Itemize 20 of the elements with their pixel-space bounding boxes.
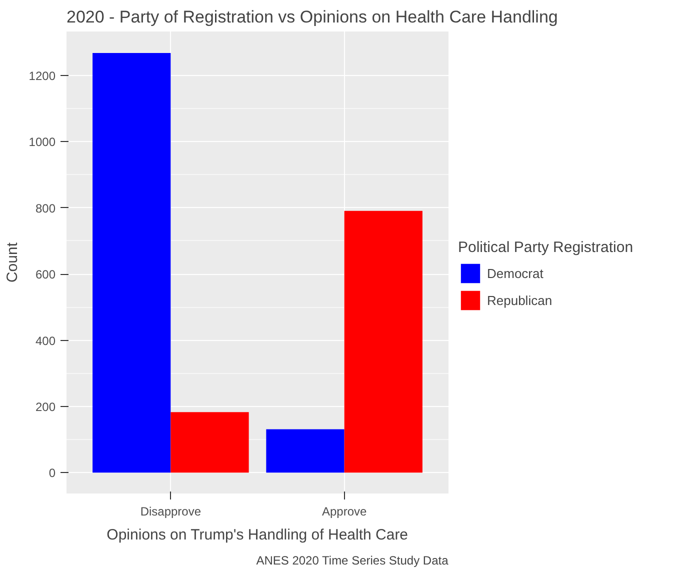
- y-axis-title: Count: [4, 242, 21, 283]
- y-tick-label: 0: [48, 466, 56, 480]
- bar: [344, 210, 422, 473]
- y-tick-label: 400: [35, 334, 56, 348]
- y-tick-label: 1000: [28, 135, 56, 150]
- x-axis-title: Opinions on Trump's Handling of Health Care: [106, 526, 408, 544]
- y-tick-label: 200: [35, 400, 56, 414]
- x-tick-label: Disapprove: [140, 504, 202, 518]
- legend-label: Democrat: [487, 266, 544, 280]
- y-tick-label: 600: [35, 268, 56, 282]
- y-tick-label: 1200: [28, 69, 56, 84]
- bar: [170, 412, 249, 473]
- bar: [266, 429, 344, 473]
- text: ANES 2020 Time Series Study Data: [256, 554, 449, 568]
- chart-title: 2020 - Party of Registration vs Opinions on Health Care Handling: [66, 8, 558, 26]
- x-tick-label: Approve: [322, 504, 367, 518]
- legend-label: Republican: [487, 292, 552, 308]
- bar: [92, 53, 171, 473]
- y-tick-label: 800: [35, 201, 56, 216]
- legend-title: Political Party Registration: [458, 239, 634, 256]
